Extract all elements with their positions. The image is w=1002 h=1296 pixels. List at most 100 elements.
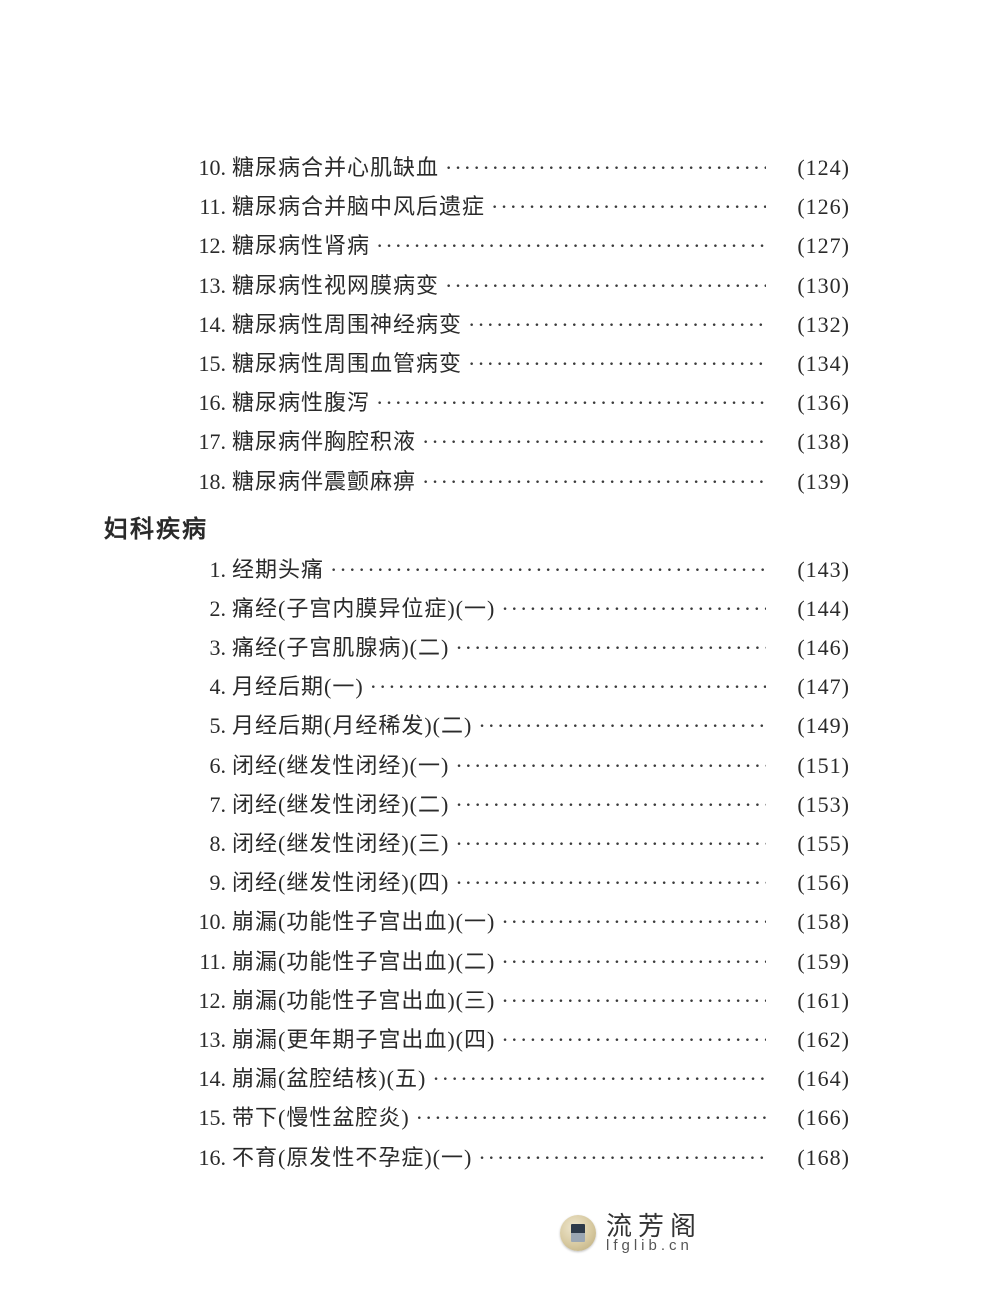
toc-entries-block: 1.经期头痛··································… — [180, 552, 850, 1175]
toc-entry-page: (161) — [772, 983, 850, 1018]
toc-line: 14.崩漏(盆腔结核)(五)··························… — [180, 1061, 850, 1096]
toc-entry-title: 崩漏(盆腔结核)(五) — [232, 1061, 426, 1096]
toc-entry-number: 2. — [180, 591, 226, 626]
toc-leader-dots: ········································… — [445, 268, 766, 303]
toc-entry-title: 不育(原发性不孕症)(一) — [232, 1140, 472, 1175]
toc-entry-number: 9. — [180, 865, 226, 900]
toc-line: 16.不育(原发性不孕症)(一)························… — [180, 1140, 850, 1175]
toc-leader-dots: ········································… — [455, 865, 766, 900]
book-icon — [571, 1224, 585, 1242]
toc-line: 2.痛经(子宫内膜异位症)(一)························… — [180, 591, 850, 626]
toc-line: 4.月经后期(一)·······························… — [180, 669, 850, 704]
toc-entry-title: 闭经(继发性闭经)(四) — [232, 865, 449, 900]
toc-entry-page: (134) — [772, 346, 850, 381]
toc-line: 9.闭经(继发性闭经)(四)··························… — [180, 865, 850, 900]
toc-entry-title: 经期头痛 — [232, 552, 324, 587]
toc-entry-page: (164) — [772, 1061, 850, 1096]
watermark-cn: 流芳阁 — [606, 1213, 702, 1240]
toc-entry-title: 带下(慢性盆腔炎) — [232, 1100, 410, 1135]
toc-entry-page: (127) — [772, 228, 850, 263]
toc-leader-dots: ········································… — [468, 307, 766, 342]
toc-entry-number: 16. — [180, 1140, 226, 1175]
toc-entry-page: (162) — [772, 1022, 850, 1057]
toc-entry-page: (132) — [772, 307, 850, 342]
toc-leader-dots: ········································… — [501, 904, 766, 939]
toc-entry-page: (166) — [772, 1100, 850, 1135]
toc-entry-title: 崩漏(功能性子宫出血)(一) — [232, 904, 495, 939]
toc-line: 6.闭经(继发性闭经)(一)··························… — [180, 748, 850, 783]
toc-entry-number: 18. — [180, 464, 226, 499]
toc-leader-dots: ········································… — [422, 424, 766, 459]
toc-leader-dots: ········································… — [455, 787, 766, 822]
toc-entry-number: 3. — [180, 630, 226, 665]
toc-entry-title: 崩漏(功能性子宫出血)(三) — [232, 983, 495, 1018]
toc-line: 13.崩漏(更年期子宫出血)(四)·······················… — [180, 1022, 850, 1057]
toc-entry-number: 5. — [180, 708, 226, 743]
toc-entry-title: 糖尿病性腹泻 — [232, 385, 370, 420]
toc-entry-title: 闭经(继发性闭经)(二) — [232, 787, 449, 822]
toc-entry-number: 16. — [180, 385, 226, 420]
toc-leader-dots: ········································… — [501, 983, 766, 1018]
toc-entries-block: 10.糖尿病合并心肌缺血····························… — [180, 150, 850, 499]
toc-entry-title: 痛经(子宫内膜异位症)(一) — [232, 591, 495, 626]
toc-entry-number: 13. — [180, 268, 226, 303]
toc-entry-title: 糖尿病合并心肌缺血 — [232, 150, 439, 185]
toc-entry-page: (146) — [772, 630, 850, 665]
toc-line: 13.糖尿病性视网膜病变····························… — [180, 268, 850, 303]
toc-entry-page: (149) — [772, 708, 850, 743]
toc-leader-dots: ········································… — [455, 748, 766, 783]
toc-entry-page: (168) — [772, 1140, 850, 1175]
toc-entry-title: 闭经(继发性闭经)(三) — [232, 826, 449, 861]
toc-entry-number: 14. — [180, 1061, 226, 1096]
toc-entry-number: 12. — [180, 983, 226, 1018]
toc-line: 11.糖尿病合并脑中风后遗症··························… — [180, 189, 850, 224]
toc-line: 12.糖尿病性肾病·······························… — [180, 228, 850, 263]
toc-container: 10.糖尿病合并心肌缺血····························… — [140, 150, 872, 1175]
toc-entry-page: (138) — [772, 424, 850, 459]
toc-entry-title: 糖尿病性肾病 — [232, 228, 370, 263]
toc-entry-title: 崩漏(功能性子宫出血)(二) — [232, 944, 495, 979]
toc-entry-page: (143) — [772, 552, 850, 587]
toc-leader-dots: ········································… — [478, 708, 766, 743]
toc-leader-dots: ········································… — [501, 1022, 766, 1057]
watermark-en: lfglib.cn — [606, 1238, 702, 1254]
toc-leader-dots: ········································… — [455, 826, 766, 861]
toc-line: 17.糖尿病伴胸腔积液·····························… — [180, 424, 850, 459]
toc-entry-title: 月经后期(月经稀发)(二) — [232, 708, 472, 743]
toc-entry-page: (151) — [772, 748, 850, 783]
toc-leader-dots: ········································… — [376, 385, 766, 420]
page-root: 10.糖尿病合并心肌缺血····························… — [0, 0, 1002, 1296]
toc-entry-title: 糖尿病性视网膜病变 — [232, 268, 439, 303]
toc-entry-number: 7. — [180, 787, 226, 822]
toc-entry-title: 痛经(子宫肌腺病)(二) — [232, 630, 449, 665]
toc-line: 8.闭经(继发性闭经)(三)··························… — [180, 826, 850, 861]
toc-leader-dots: ········································… — [455, 630, 766, 665]
toc-line: 18.糖尿病伴震颤麻痹·····························… — [180, 464, 850, 499]
toc-entry-page: (155) — [772, 826, 850, 861]
toc-entry-title: 糖尿病伴震颤麻痹 — [232, 464, 416, 499]
toc-leader-dots: ········································… — [501, 591, 766, 626]
toc-entry-title: 糖尿病合并脑中风后遗症 — [232, 189, 485, 224]
toc-line: 11.崩漏(功能性子宫出血)(二)·······················… — [180, 944, 850, 979]
toc-entry-title: 月经后期(一) — [232, 669, 364, 704]
watermark-text: 流芳阁 lfglib.cn — [606, 1213, 702, 1254]
toc-entry-page: (158) — [772, 904, 850, 939]
toc-entry-number: 11. — [180, 189, 226, 224]
toc-entry-number: 6. — [180, 748, 226, 783]
toc-entry-number: 10. — [180, 904, 226, 939]
toc-leader-dots: ········································… — [478, 1140, 766, 1175]
toc-entry-number: 17. — [180, 424, 226, 459]
toc-entry-title: 闭经(继发性闭经)(一) — [232, 748, 449, 783]
toc-leader-dots: ········································… — [445, 150, 766, 185]
toc-entry-page: (156) — [772, 865, 850, 900]
toc-line: 3.痛经(子宫肌腺病)(二)··························… — [180, 630, 850, 665]
toc-entry-number: 15. — [180, 346, 226, 381]
toc-entry-page: (139) — [772, 464, 850, 499]
toc-entry-number: 8. — [180, 826, 226, 861]
toc-leader-dots: ········································… — [416, 1100, 766, 1135]
toc-line: 10.崩漏(功能性子宫出血)(一)·······················… — [180, 904, 850, 939]
toc-entry-page: (153) — [772, 787, 850, 822]
toc-entry-number: 13. — [180, 1022, 226, 1057]
toc-entry-page: (144) — [772, 591, 850, 626]
toc-entry-number: 4. — [180, 669, 226, 704]
